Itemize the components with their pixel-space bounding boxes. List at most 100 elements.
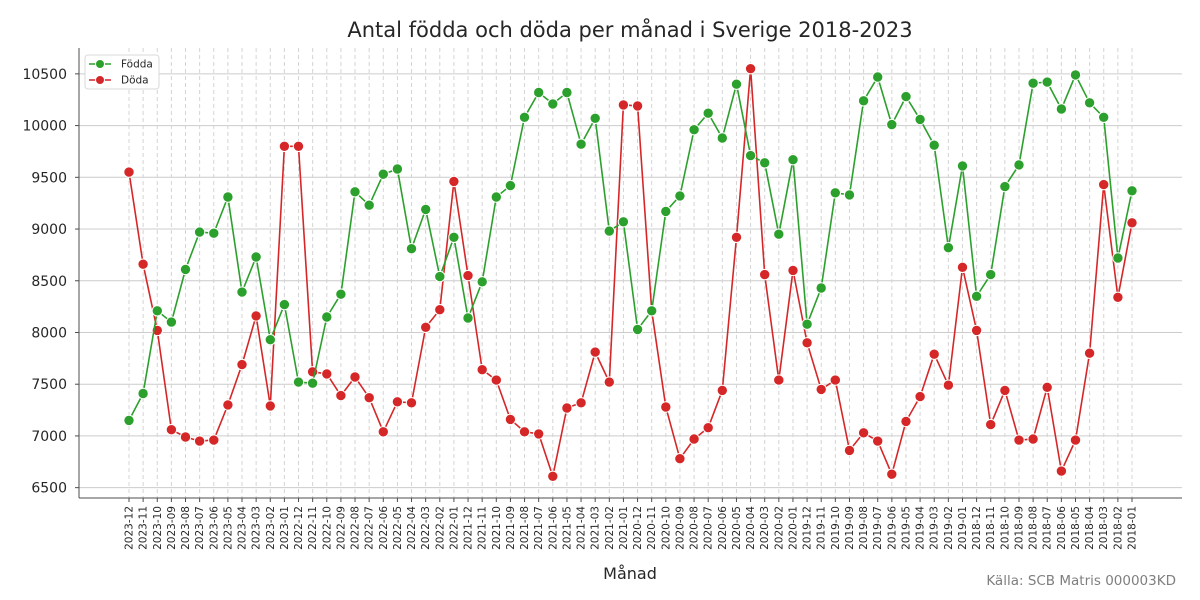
x-tick-label: 2020-07 bbox=[703, 506, 715, 550]
data-point-doda bbox=[801, 337, 813, 349]
data-point-fodda bbox=[631, 323, 644, 336]
y-tick-label: 8000 bbox=[31, 325, 67, 341]
data-point-doda bbox=[391, 396, 404, 408]
x-tick-label: 2019-04 bbox=[915, 506, 927, 550]
x-tick-label: 2021-03 bbox=[590, 506, 602, 550]
x-tick-label: 2020-08 bbox=[689, 506, 701, 550]
data-point-fodda bbox=[843, 189, 856, 201]
data-point-doda bbox=[872, 435, 884, 447]
data-point-fodda bbox=[420, 203, 432, 216]
x-tick-label: 2021-09 bbox=[505, 506, 517, 550]
x-tick-label: 2022-09 bbox=[335, 506, 347, 550]
data-point-doda bbox=[363, 392, 375, 404]
x-tick-label: 2019-08 bbox=[858, 506, 870, 550]
y-tick-label: 10500 bbox=[22, 67, 67, 83]
x-tick-label: 2020-03 bbox=[759, 506, 771, 550]
data-point-doda bbox=[1055, 465, 1068, 477]
data-point-fodda bbox=[504, 179, 517, 192]
x-tick-label: 2019-12 bbox=[802, 506, 814, 550]
data-point-fodda bbox=[773, 228, 785, 240]
data-point-doda bbox=[787, 264, 799, 277]
data-point-fodda bbox=[999, 180, 1011, 193]
x-tick-label: 2022-07 bbox=[364, 506, 376, 550]
legend: Födda Döda bbox=[84, 54, 160, 90]
data-point-fodda bbox=[829, 187, 841, 199]
data-point-fodda bbox=[561, 86, 573, 99]
x-tick-label: 2021-11 bbox=[477, 506, 489, 550]
data-point-fodda bbox=[1083, 97, 1096, 109]
data-point-doda bbox=[589, 346, 601, 358]
data-point-fodda bbox=[250, 251, 262, 263]
data-point-fodda bbox=[716, 132, 728, 144]
x-tick-label: 2020-04 bbox=[745, 506, 757, 550]
data-point-doda bbox=[744, 62, 757, 75]
data-point-doda bbox=[928, 348, 940, 360]
data-point-doda bbox=[165, 424, 178, 436]
data-point-doda bbox=[773, 374, 785, 386]
data-point-fodda bbox=[815, 282, 827, 294]
data-point-fodda bbox=[335, 288, 347, 300]
data-point-fodda bbox=[589, 112, 601, 125]
data-point-fodda bbox=[222, 191, 234, 203]
data-point-fodda bbox=[434, 270, 446, 283]
x-tick-label: 2020-09 bbox=[674, 506, 686, 550]
chart-title: Antal födda och döda per månad i Sverige… bbox=[347, 17, 912, 42]
data-point-doda bbox=[349, 371, 361, 383]
data-point-doda bbox=[631, 100, 644, 112]
x-tick-label: 2019-11 bbox=[816, 506, 828, 550]
data-point-doda bbox=[716, 384, 728, 397]
data-point-fodda bbox=[744, 149, 757, 162]
series-fodda bbox=[123, 69, 1138, 427]
x-tick-label: 2023-09 bbox=[166, 506, 178, 550]
x-tick-label: 2021-01 bbox=[618, 506, 630, 550]
data-point-fodda bbox=[193, 226, 206, 238]
x-tick-label: 2023-03 bbox=[251, 506, 263, 550]
legend-marker-doda bbox=[95, 75, 105, 85]
data-point-fodda bbox=[674, 190, 686, 202]
data-point-fodda bbox=[1069, 69, 1082, 81]
data-point-fodda bbox=[956, 160, 969, 172]
data-point-doda bbox=[914, 390, 926, 403]
data-point-doda bbox=[575, 397, 587, 409]
data-point-fodda bbox=[547, 98, 559, 110]
data-point-fodda bbox=[490, 191, 502, 203]
data-point-fodda bbox=[942, 242, 955, 254]
x-tick-label: 2018-08 bbox=[1028, 506, 1040, 550]
x-tick-label: 2018-09 bbox=[1013, 506, 1025, 550]
data-point-doda bbox=[886, 468, 898, 480]
data-point-doda bbox=[490, 374, 502, 386]
legend-label-fodda: Födda bbox=[121, 59, 153, 71]
data-point-doda bbox=[660, 401, 672, 413]
data-point-fodda bbox=[872, 71, 884, 83]
x-tick-label: 2018-12 bbox=[971, 506, 983, 550]
x-tick-label: 2018-06 bbox=[1056, 506, 1068, 550]
data-point-doda bbox=[617, 99, 630, 111]
data-point-fodda bbox=[179, 263, 192, 276]
data-point-doda bbox=[405, 397, 418, 409]
x-tick-label: 2022-05 bbox=[392, 506, 404, 550]
data-point-doda bbox=[1112, 291, 1124, 303]
data-point-fodda bbox=[349, 186, 361, 198]
data-point-doda bbox=[123, 166, 135, 178]
y-tick-label: 9000 bbox=[31, 222, 67, 238]
data-point-fodda bbox=[646, 305, 658, 317]
x-tick-label: 2019-09 bbox=[844, 506, 856, 550]
data-point-doda bbox=[1083, 347, 1096, 359]
data-point-doda bbox=[900, 415, 912, 428]
x-tick-label: 2020-12 bbox=[632, 506, 644, 550]
data-point-fodda bbox=[292, 376, 305, 388]
data-point-fodda bbox=[1027, 77, 1039, 89]
data-point-fodda bbox=[151, 305, 164, 317]
x-tick-label: 2020-05 bbox=[731, 506, 743, 550]
y-tick-label: 6500 bbox=[31, 481, 67, 497]
data-point-doda bbox=[434, 304, 446, 316]
data-point-doda bbox=[292, 140, 305, 153]
data-point-doda bbox=[999, 384, 1011, 397]
x-tick-label: 2021-12 bbox=[463, 506, 475, 550]
x-tick-label: 2022-03 bbox=[420, 506, 432, 550]
x-ticks: 2023-12 2023-11 2023-10 2023-09 2023-08 2023-… bbox=[124, 498, 1139, 550]
data-point-fodda bbox=[1126, 185, 1138, 197]
x-tick-label: 2018-05 bbox=[1070, 506, 1082, 550]
x-axis-label: Månad bbox=[603, 564, 657, 583]
data-point-fodda bbox=[1055, 103, 1068, 115]
